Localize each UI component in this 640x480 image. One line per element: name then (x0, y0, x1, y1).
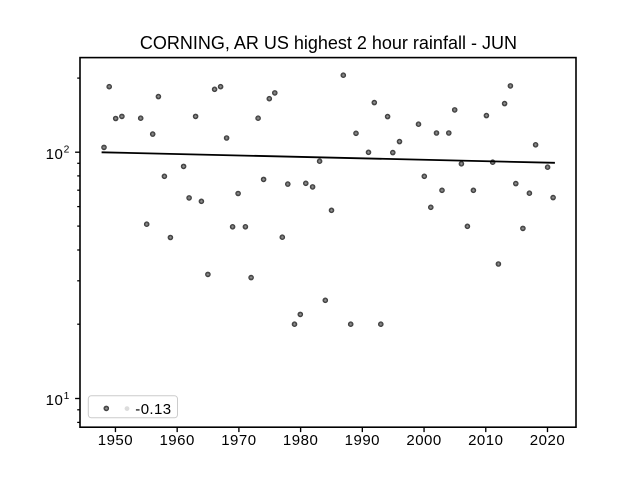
svg-text:2010: 2010 (468, 432, 503, 449)
svg-text:1990: 1990 (345, 432, 380, 449)
svg-text:2020: 2020 (530, 432, 565, 449)
svg-text:1980: 1980 (283, 432, 318, 449)
svg-text:CORNING, AR US highest 2 hour: CORNING, AR US highest 2 hour rainfall -… (140, 33, 517, 53)
svg-text:10: 10 (46, 146, 64, 163)
svg-text:2000: 2000 (406, 432, 441, 449)
svg-text:2: 2 (64, 145, 70, 156)
svg-text:-0.13: -0.13 (135, 401, 171, 418)
svg-text:1960: 1960 (159, 432, 194, 449)
svg-text:1970: 1970 (221, 432, 256, 449)
svg-text:10: 10 (46, 392, 64, 409)
svg-text:1: 1 (64, 391, 70, 402)
svg-text:1950: 1950 (98, 432, 133, 449)
